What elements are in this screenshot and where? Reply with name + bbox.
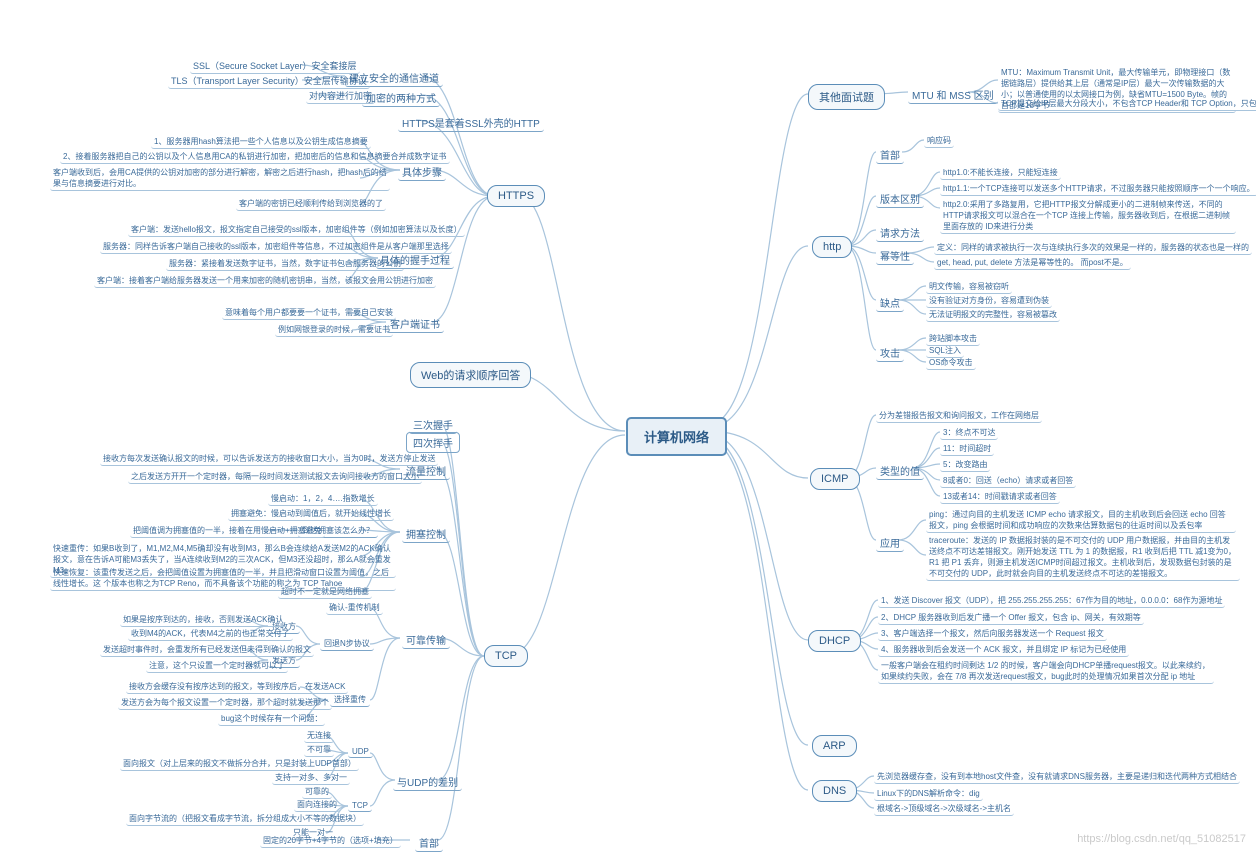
dhcp-1: 1、发送 Discover 报文（UDP），把 255.255.255.255：… [878,594,1225,608]
http-w-a: 明文传输，容易被窃听 [926,280,1012,294]
http-head-a: 响应码 [924,134,954,148]
udpdiff-tcp[interactable]: TCP [348,800,372,812]
dhcp-5: 一般客户端会在租约时间剩达 1/2 的时候，客户端会向DHCP单播request… [878,659,1214,684]
https-h3: 服务器：紧接着发送数字证书，当然，数字证书包含服务器的公钥 [166,257,404,271]
tcp-sel-c: bug这个时候存有一个问题： [218,712,325,726]
branch-web[interactable]: Web的请求顺序回答 [410,362,531,388]
https-s2: 2、接着服务器把自己的公钥以及个人信息用CA的私钥进行加密，把加密后的信息和信息… [60,150,450,164]
tcpd-c: 面向字节流的（把报文看成字节流，拆分组成大小不等的数据块） [126,812,364,826]
dns-a: 先浏览器缓存查，没有到本地host文件查，没有就请求DNS服务器，主要是递归和迭… [874,770,1240,784]
http-attack[interactable]: 攻击 [876,344,904,362]
http-v20: http2.0:采用了多路复用，它把HTTP报文分解成更小的二进制帧来传送，不同… [940,198,1236,234]
https-s1: 1、服务器用hash算法把一些个人信息以及公钥生成信息摘要 [151,135,371,149]
udp-d: 支持一对多、多对一 [272,771,350,785]
tcp-gbn-s1: 发送超时事件时，会重发所有已经发送但未得到确认的报文 [100,643,314,657]
https-c2: 例如网银登录的时候，需要证书 [275,323,393,337]
tcp-udpdiff[interactable]: 与UDP的差别 [393,773,462,791]
https-h1: 客户端：发送hello报文，报文指定自己接受的ssl版本，加密组件等（例如加密算… [128,223,465,237]
http-w-b: 没有验证对方身份，容易遭到伪装 [926,294,1052,308]
https-h2: 服务器：同样告诉客户端自己接收的ssl版本，加密组件等信息，不过加密组件是从客户… [100,240,452,254]
http-weak[interactable]: 缺点 [876,294,904,312]
http-idem-b: get, head, put, delete 方法是幂等性的。 而post不是。 [934,256,1131,270]
tcp-gbn-r1: 如果是按序到达的，接收，否则发送ACK确认 [120,613,286,627]
http-head[interactable]: 首部 [876,146,904,164]
tcp-f1: 接收方每次发送确认报文的时候，可以告诉发送方的接收窗口大小，当为0时，发送方停止… [100,452,438,466]
tcp-c2: 拥塞避免：慢启动到阈值后，就开始线性增长 [228,507,394,521]
https-tls: TLS（Transport Layer Security）安全层传输协议 [168,73,370,89]
tcp-4hand[interactable]: 四次挥手 [406,432,460,453]
udp-a: 无连接 [304,729,334,743]
https-s3: 客户端收到后，会用CA提供的公钥对加密的部分进行解密，解密之后进行hash，把h… [50,166,390,191]
tcp-reliable[interactable]: 可靠传输 [402,631,450,649]
branch-tcp[interactable]: TCP [484,645,528,667]
root-node[interactable]: 计算机网络 [626,417,727,456]
branch-http[interactable]: http [812,236,852,258]
https-h4: 客户端：接着客户端给服务器发送一个用来加密的随机密钥串，当然，该报文会用公钥进行… [94,274,436,288]
tcp-header[interactable]: 首部 [415,834,443,852]
icmp-t5: 5：改变路由 [940,458,990,472]
branch-dhcp[interactable]: DHCP [808,630,861,652]
udp-c: 面向报文（对上层来的报文不做拆分合并，只是封装上UDP首部） [120,757,359,771]
icmp-top: 分为差错报告报文和询问报文，工作在网络层 [876,409,1042,423]
icmp-t3: 3：终点不可达 [940,426,998,440]
tcp-cong[interactable]: 拥塞控制 [402,525,450,543]
tcp-f2: 之后发送方开开一个定时器，每隔一段时间发送测试报文去询问接收方的窗口大小 [128,470,422,484]
tcp-gbn[interactable]: 回退N步协议 [320,637,374,651]
dns-c: 根域名->顶级域名->次级域名->主机名 [874,802,1014,816]
http-method[interactable]: 请求方法 [876,224,924,242]
tcp-sel-b: 发送方会为每个报文设置一个定时器，那个超时就发送那个 [118,696,332,710]
tcp-gbn-s2: 注意，这个只设置一个定时器就可以了 [146,659,288,673]
icmp-ping: ping：通过向目的主机发送 ICMP echo 请求报文，目的主机收到后会回送… [926,508,1236,533]
other-mtu-b: TCP提交给IP层最大分段大小，不包含TCP Header和 TCP Optio… [998,97,1256,111]
http-idem[interactable]: 幂等性 [876,247,914,265]
dhcp-4: 4、服务器收到后会发送一个 ACK 报文，并且绑定 IP 标记为已经使用 [878,643,1129,657]
branch-arp[interactable]: ARP [812,735,857,757]
https-top: HTTPS是套着SSL外壳的HTTP [398,114,544,132]
https-steps[interactable]: 具体步骤 [398,163,446,181]
https-ssl: SSL（Secure Socket Layer）安全套接层 [190,58,360,74]
http-idem-a: 定义：同样的请求被执行一次与连续执行多次的效果是一样的，服务器的状态也是一样的 [934,241,1252,255]
tcpd-a: 可靠的 [302,785,332,799]
tcp-sel[interactable]: 选择重传 [330,693,370,707]
other-mtu[interactable]: MTU 和 MSS 区别 [908,86,998,104]
watermark: https://blog.csdn.net/qq_51082517 [1077,833,1246,845]
http-v10: http1.0:不能长连接，只能短连接 [940,166,1061,180]
tcp-c3: 把阈值调为拥塞值的一半，接着在用慢启动+拥塞避免 [130,524,325,538]
icmp-t11: 11：时间超时 [940,442,994,456]
tcp-gbn-r2: 收到M4的ACK，代表M4之前的也正常交付了 [128,627,293,641]
branch-https[interactable]: HTTPS [487,185,545,207]
http-v11: http1.1:一个TCP连接可以发送多个HTTP请求，不过服务器只能按照顺序一… [940,182,1256,196]
icmp-trace: traceroute：发送的 IP 数据报封装的是不可交付的 UDP 用户数据报… [926,534,1240,581]
icmp-app[interactable]: 应用 [876,534,904,552]
https-c1: 意味着每个用户都要要一个证书，需要自己安装 [222,306,396,320]
branch-other[interactable]: 其他面试题 [808,84,885,110]
dhcp-2: 2、DHCP 服务器收到后发广播一个 Offer 报文，包含 ip、网关，有效期… [878,611,1144,625]
tcp-c6: 超时不一定就是网络拥塞 [278,585,372,599]
icmp-types[interactable]: 类型的值 [876,462,924,480]
dns-b: Linux下的DNS解析命令：dig [874,787,983,801]
https-s4: 客户端的密钥已经顺利传给到浏览器的了 [236,197,386,211]
dhcp-3: 3、客户端选择一个报文，然后向服务器发送一个 Request 报文 [878,627,1107,641]
https-enc-b: 对内容进行加密 [306,88,375,104]
icmp-t13: 13或者14：时间戳请求或者回答 [940,490,1060,504]
http-a-c: OS命令攻击 [926,356,976,370]
branch-dns[interactable]: DNS [812,780,857,802]
tcp-sel-a: 接收方会缓存没有按序达到的报文，等到按序后，在发送ACK [126,680,348,694]
tcp-r-m1: 确认-重传机制 [326,601,383,615]
branch-icmp[interactable]: ICMP [810,468,860,490]
icmp-t8: 8或者0：回送（echo）请求或者回答 [940,474,1076,488]
tcp-ha: 固定的20字节+4字节的（选项+填充） [260,834,401,848]
udp-b: 不可靠 [304,743,334,757]
tcpd-b: 面向连接的 [294,798,340,812]
tcp-c1: 慢启动：1，2，4….指数增长 [268,492,378,506]
http-w-c: 无法证明报文的完整性，容易被篡改 [926,308,1060,322]
http-ver[interactable]: 版本区别 [876,190,924,208]
